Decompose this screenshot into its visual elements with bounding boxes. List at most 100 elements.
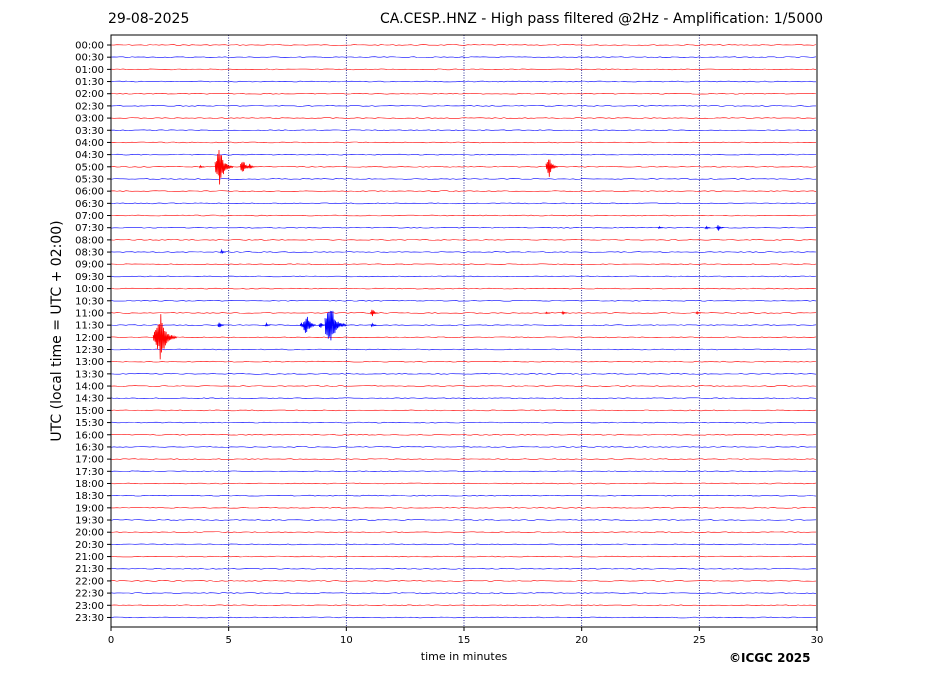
y-axis-label: UTC (local time = UTC + 02:00) [49, 220, 65, 442]
trace-line [110, 324, 817, 326]
y-tick-label: 08:30 [75, 248, 104, 259]
event-burst [324, 310, 347, 341]
y-tick-label: 06:00 [75, 187, 104, 198]
y-tick-label: 04:30 [75, 150, 104, 161]
y-tick-label: 16:00 [75, 430, 104, 441]
date-label: 29-08-2025 [108, 11, 190, 27]
event-burst [318, 323, 326, 328]
event-burst [198, 164, 205, 169]
trace-line [110, 604, 817, 607]
y-tick-label: 17:00 [75, 455, 104, 466]
trace-line [110, 251, 817, 253]
y-tick-label: 08:00 [75, 235, 104, 246]
y-tick-label: 02:30 [75, 101, 104, 112]
trace-line [110, 592, 817, 594]
y-tick-label: 19:00 [75, 503, 104, 514]
y-tick-label: 01:00 [75, 65, 104, 76]
y-tick-label: 18:30 [75, 491, 104, 502]
trace-line [110, 421, 817, 424]
event-burst [370, 309, 378, 317]
trace-line [110, 458, 817, 460]
seismic-events [152, 149, 724, 360]
y-tick-label: 20:00 [75, 528, 104, 539]
y-tick-label: 10:00 [75, 284, 104, 295]
trace-line [110, 129, 817, 132]
y-tick-label: 22:30 [75, 589, 104, 600]
event-burst [704, 225, 711, 230]
y-tick-label: 00:00 [75, 41, 104, 52]
y-tick-label: 21:30 [75, 564, 104, 575]
x-tick-label: 10 [340, 635, 353, 646]
event-burst [303, 316, 317, 333]
event-burst [695, 310, 701, 315]
event-burst [217, 322, 225, 328]
y-tick-label: 12:30 [75, 345, 104, 356]
trace-line [110, 385, 817, 387]
y-tick-label: 14:30 [75, 394, 104, 405]
trace-line [110, 397, 817, 399]
event-burst [264, 322, 271, 327]
y-tick-label: 13:30 [75, 369, 104, 380]
trace-line [110, 68, 817, 71]
event-burst [561, 310, 567, 315]
trace-line [110, 226, 817, 229]
trace-line [110, 44, 817, 46]
trace-line [110, 519, 817, 521]
trace-line [110, 360, 817, 363]
trace-line [110, 336, 817, 339]
y-tick-label: 03:30 [75, 126, 104, 137]
trace-line [110, 531, 817, 533]
trace-line [110, 434, 817, 436]
chart-title: CA.CESP..HNZ - High pass filtered @2Hz -… [380, 11, 824, 27]
y-tick-label: 14:00 [75, 382, 104, 393]
y-tick-label: 16:30 [75, 442, 104, 453]
y-tick-label: 15:00 [75, 406, 104, 417]
y-tick-label: 11:30 [75, 321, 104, 332]
trace-line [110, 287, 817, 290]
trace-line [110, 555, 817, 558]
y-tick-label: 10:30 [75, 296, 104, 307]
trace-line [110, 56, 817, 58]
y-tick-label: 20:30 [75, 540, 104, 551]
trace-line [110, 178, 817, 180]
y-tick-label: 23:30 [75, 613, 104, 624]
trace-line [110, 190, 817, 192]
trace-line [110, 446, 817, 448]
trace-line [110, 348, 817, 351]
y-tick-label: 13:00 [75, 357, 104, 368]
x-tick-label: 0 [108, 635, 114, 646]
trace-line [110, 616, 817, 619]
y-tick-label: 18:00 [75, 479, 104, 490]
y-tick-label: 07:30 [75, 223, 104, 234]
event-burst [716, 225, 724, 231]
y-tick-label: 12:00 [75, 333, 104, 344]
event-burst [545, 311, 551, 315]
y-tick-label: 05:30 [75, 174, 104, 185]
trace-line [110, 105, 817, 107]
trace-line [110, 312, 817, 314]
trace-line [110, 580, 817, 582]
y-tick-label: 01:30 [75, 77, 104, 88]
event-burst [219, 248, 226, 254]
y-tick-label: 03:00 [75, 114, 104, 125]
y-tick-label: 04:00 [75, 138, 104, 149]
y-tick-label: 09:30 [75, 272, 104, 283]
trace-line [110, 141, 817, 144]
x-axis-ticks: 0 5 10 15 20 25 30 [108, 627, 823, 646]
event-burst [155, 314, 177, 360]
x-tick-label: 20 [575, 635, 588, 646]
event-burst [248, 163, 255, 169]
trace-line [110, 117, 817, 119]
grid-lines [228, 35, 700, 627]
seismic-traces [110, 44, 817, 619]
y-tick-label: 23:00 [75, 601, 104, 612]
trace-line [110, 507, 817, 509]
event-burst [545, 159, 558, 177]
y-tick-label: 19:30 [75, 516, 104, 527]
trace-line [110, 275, 817, 278]
trace-line [110, 80, 816, 83]
trace-line [110, 239, 817, 241]
y-tick-label: 09:00 [75, 260, 104, 271]
